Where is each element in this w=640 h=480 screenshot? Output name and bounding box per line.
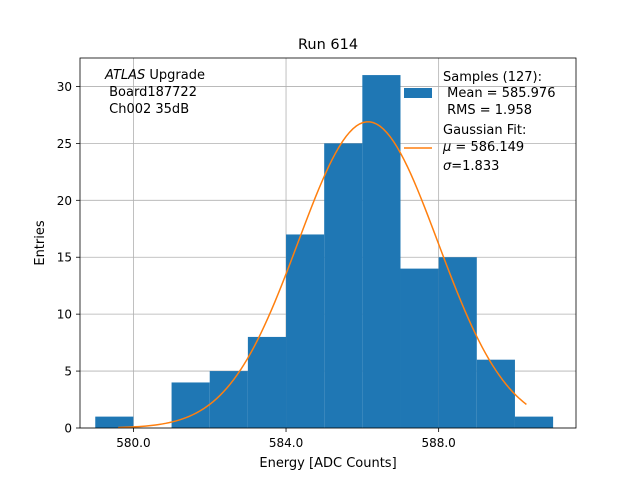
x-tick-label-0: 580.0 — [116, 436, 150, 450]
histogram-bar — [438, 257, 477, 428]
gaussian-fit-curve — [118, 121, 527, 429]
y-axis-label: Entries — [33, 220, 48, 266]
annotation-line-2: Board187722 — [105, 85, 197, 100]
y-tick-label-6: 30 — [57, 80, 72, 94]
x-axis-label: Energy [ADC Counts] — [259, 456, 396, 471]
histogram-bar — [400, 268, 439, 428]
x-tick-label-1: 584.0 — [269, 436, 303, 450]
chart-title: Run 614 — [298, 37, 358, 53]
histogram-bar — [286, 234, 325, 428]
plot-frame — [79, 57, 577, 429]
legend: Samples (127): Mean = 585.976 RMS = 1.95… — [404, 70, 555, 174]
histogram-bar — [324, 143, 363, 428]
legend-mean-text: Mean = 585.976 — [443, 86, 555, 101]
annotation-line-3: Ch002 35dB — [105, 102, 189, 117]
histogram-bar — [247, 336, 287, 428]
annotation-atlas: ATLAS — [104, 68, 145, 83]
legend-mu-symbol: μ — [442, 140, 451, 155]
y-axis-ticks: 0 5 10 15 20 25 30 — [57, 80, 80, 436]
y-tick-label-2: 10 — [57, 308, 72, 322]
y-tick-label-0: 0 — [64, 422, 72, 436]
x-axis-ticks: 580.0 584.0 588.0 — [116, 428, 456, 450]
histogram-bar — [362, 75, 401, 429]
legend-samples-label: Samples (127): — [443, 70, 542, 85]
legend-rms-text: RMS = 1.958 — [443, 103, 532, 118]
annotation-line-1: ATLAS Upgrade — [104, 68, 205, 83]
legend-fit-label: Gaussian Fit: — [443, 123, 526, 138]
y-tick-label-4: 20 — [57, 194, 72, 208]
legend-sigma-symbol: σ — [443, 159, 452, 174]
x-tick-label-2: 588.0 — [421, 436, 455, 450]
y-tick-label-3: 15 — [57, 251, 72, 265]
annotation-box: ATLAS Upgrade Board187722 Ch002 35dB — [104, 68, 205, 117]
histogram-bars — [95, 75, 554, 429]
legend-sigma-value: =1.833 — [451, 159, 499, 174]
legend-histogram-swatch — [404, 88, 432, 98]
legend-sigma-text: σ=1.833 — [443, 159, 499, 174]
y-tick-label-5: 25 — [57, 137, 72, 151]
annotation-upgrade: Upgrade — [145, 68, 205, 83]
y-tick-label-1: 5 — [64, 365, 72, 379]
histogram-bar — [514, 416, 554, 428]
histogram-bar — [95, 416, 134, 428]
legend-mu-value: = 586.149 — [451, 140, 524, 155]
legend-mu-text: μ = 586.149 — [442, 140, 524, 155]
